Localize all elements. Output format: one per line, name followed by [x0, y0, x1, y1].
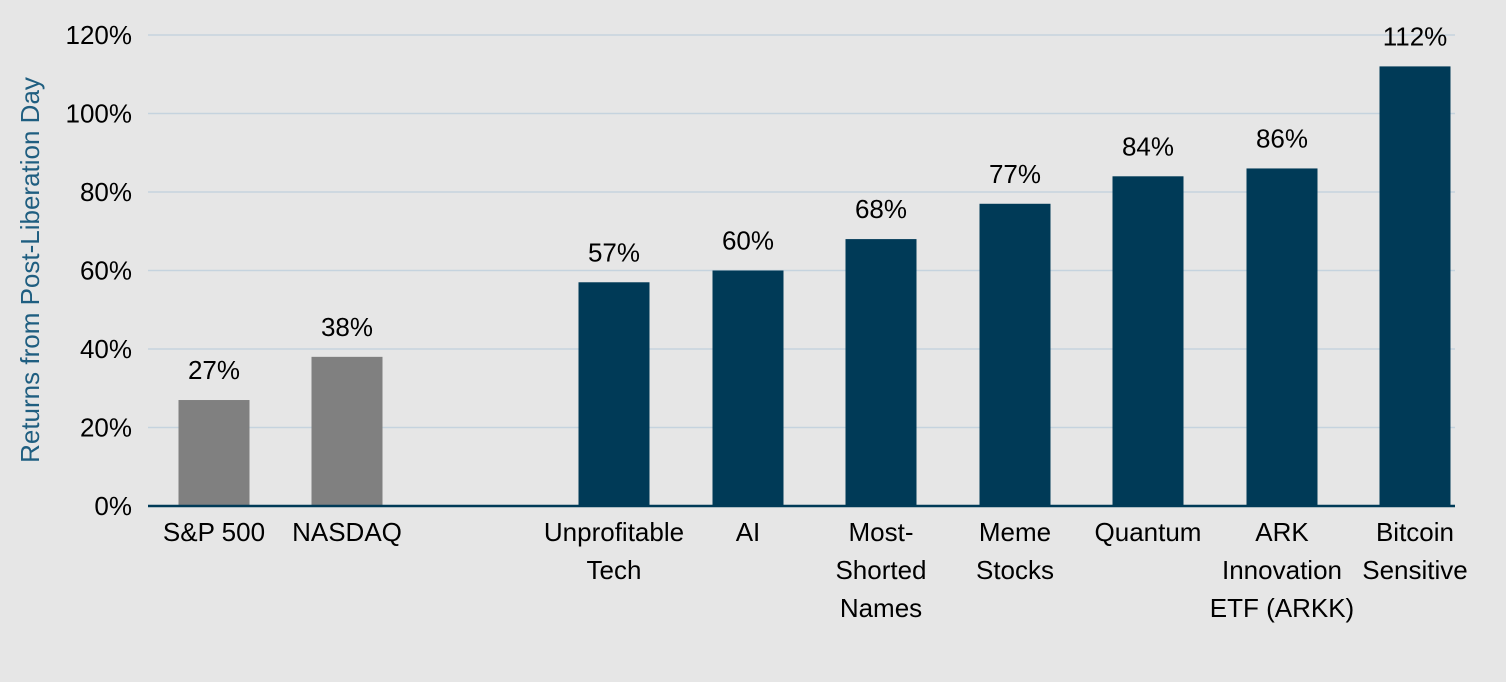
- category-label: Quantum: [1095, 517, 1202, 547]
- data-label: 60%: [722, 226, 774, 256]
- bar: [178, 400, 250, 506]
- data-label: 38%: [321, 312, 373, 342]
- y-tick-label: 20%: [80, 413, 132, 443]
- category-label: Most-Shorted Names: [835, 517, 926, 623]
- data-label: 84%: [1122, 131, 1174, 161]
- category-label: AI: [736, 517, 761, 547]
- bar: [712, 270, 784, 506]
- data-label: 27%: [188, 355, 240, 385]
- category-label: ARK Innovation ETF (ARKK): [1210, 517, 1354, 623]
- data-label: 57%: [588, 237, 640, 267]
- y-axis-ticks: 0% 20% 40% 60% 80% 100% 120%: [66, 20, 133, 521]
- data-labels: 27% 38% 57% 60% 68% 77% 84% 86% 112%: [188, 21, 1447, 385]
- bar: [979, 203, 1051, 506]
- bar: [1112, 176, 1184, 507]
- data-label: 77%: [989, 159, 1041, 189]
- y-tick-label: 0%: [94, 491, 132, 521]
- y-tick-label: 100%: [66, 99, 133, 129]
- y-tick-label: 60%: [80, 256, 132, 286]
- category-label: NASDAQ: [292, 517, 402, 547]
- category-label: Meme Stocks: [976, 517, 1054, 585]
- y-axis-title: Returns from Post-Liberation Day: [15, 77, 45, 463]
- data-label: 68%: [855, 194, 907, 224]
- bar: [311, 356, 383, 506]
- y-tick-label: 120%: [66, 20, 133, 50]
- category-label: Bitcoin Sensitive: [1362, 517, 1468, 585]
- data-label: 86%: [1256, 123, 1308, 153]
- bars: [178, 66, 1451, 507]
- gridlines: [148, 34, 1455, 429]
- bar: [1246, 168, 1318, 506]
- bar: [845, 239, 917, 506]
- category-labels: S&P 500 NASDAQ Unprofitable Tech AI Most-Shor…: [163, 517, 1468, 623]
- bar: [1379, 66, 1451, 507]
- y-tick-label: 40%: [80, 334, 132, 364]
- category-label: Unprofitable Tech: [544, 517, 684, 585]
- category-label: S&P 500: [163, 517, 265, 547]
- y-tick-label: 80%: [80, 177, 132, 207]
- bar: [578, 282, 650, 506]
- data-label: 112%: [1383, 21, 1448, 51]
